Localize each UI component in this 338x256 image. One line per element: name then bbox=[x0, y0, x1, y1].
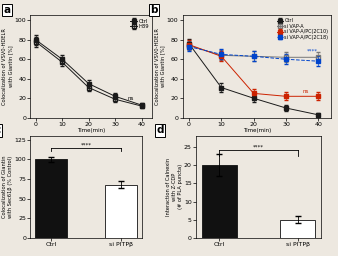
Bar bbox=[105, 185, 137, 238]
Y-axis label: Interaction of Calnexin
with Z-CDP
(# of PLA puncta): Interaction of Calnexin with Z-CDP (# of… bbox=[166, 158, 183, 216]
Text: ****: **** bbox=[253, 144, 264, 149]
Legend: Ctrl, si VAP-A, si VAP-A/PC(2C10), si VAP-A/PC(2C18): Ctrl, si VAP-A, si VAP-A/PC(2C10), si VA… bbox=[276, 18, 329, 40]
Text: b: b bbox=[150, 5, 157, 15]
Text: d: d bbox=[156, 125, 164, 135]
Legend: Ctrl, H89: Ctrl, H89 bbox=[130, 18, 149, 30]
Text: c: c bbox=[0, 125, 1, 135]
Y-axis label: Colocalization of Giantin
with Sec61β (% Control): Colocalization of Giantin with Sec61β (%… bbox=[2, 156, 13, 218]
Y-axis label: Colocalization of VSV0-HDELR
with Giantin [%]: Colocalization of VSV0-HDELR with Gianti… bbox=[2, 28, 13, 105]
Text: ****: **** bbox=[306, 48, 317, 54]
Text: ns: ns bbox=[128, 96, 134, 101]
Y-axis label: Colocalization of VSV0-HDELR
with Giantin [%]: Colocalization of VSV0-HDELR with Gianti… bbox=[154, 28, 165, 105]
Bar bbox=[202, 165, 237, 238]
X-axis label: Time(min): Time(min) bbox=[243, 128, 271, 133]
Bar bbox=[280, 220, 315, 238]
Text: a: a bbox=[4, 5, 11, 15]
Text: ****: **** bbox=[81, 142, 92, 147]
X-axis label: Time(min): Time(min) bbox=[77, 128, 105, 133]
Bar bbox=[35, 159, 67, 238]
Text: ns: ns bbox=[302, 89, 309, 94]
